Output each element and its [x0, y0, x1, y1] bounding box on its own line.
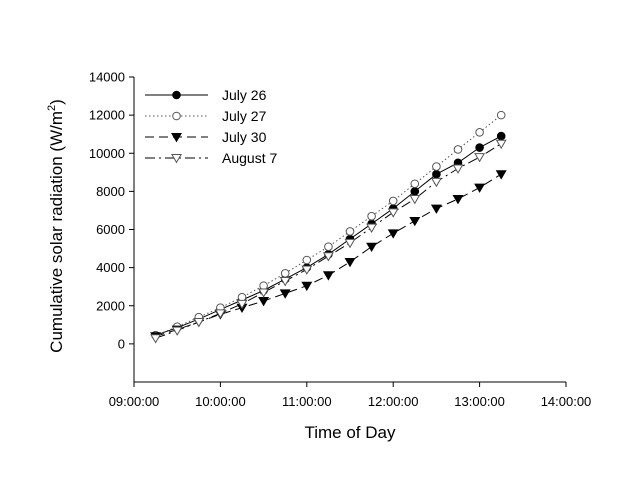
data-point [237, 292, 247, 302]
x-tick-label: 14:00:00 [541, 394, 592, 409]
data-point [344, 238, 356, 249]
data-point [496, 131, 506, 141]
data-point [171, 326, 183, 336]
data-point [410, 179, 420, 189]
legend-marker [171, 154, 182, 164]
data-point [214, 309, 226, 319]
data-point [496, 110, 506, 120]
data-point [345, 227, 355, 236]
legend-item: August 7 [145, 150, 277, 166]
data-point [495, 170, 507, 180]
y-tick-label: 6000 [96, 222, 125, 237]
series-line [155, 135, 502, 336]
data-point [430, 204, 442, 214]
data-point [236, 299, 248, 310]
x-ticks: 09:00:00 10:00:00 11:00:00 12:00:00 13:00:00… [109, 382, 592, 409]
data-point [495, 139, 507, 150]
legend-label: July 30 [222, 129, 267, 145]
data-point [387, 229, 399, 239]
y-ticks: 0 2000 4000 6000 8000 10000 12000 14000 [89, 70, 134, 351]
data-point [366, 223, 378, 233]
legend-label: July 26 [222, 87, 267, 103]
data-point [279, 289, 291, 299]
x-tick-label: 09:00:00 [109, 394, 160, 409]
y-tick-label: 2000 [96, 298, 125, 313]
legend-item: July 26 [145, 87, 267, 103]
y-tick-label: 0 [118, 336, 125, 351]
data-point [452, 195, 464, 205]
legend-marker [172, 111, 181, 121]
data-point [193, 318, 205, 328]
legend-item: July 27 [145, 108, 267, 124]
y-axis-title-main: Cumulative solar radiation (W/m [47, 111, 66, 353]
data-point [474, 153, 486, 163]
x-tick-label: 13:00:00 [454, 394, 505, 409]
data-point [432, 169, 441, 179]
series-august-7 [150, 139, 507, 344]
y-tick-label: 12000 [89, 108, 125, 123]
data-point [474, 183, 486, 193]
data-point [409, 216, 421, 227]
data-point [366, 242, 378, 253]
series-july-27 [151, 110, 506, 340]
y-axis-title-close: ) [47, 99, 66, 105]
y-tick-label: 4000 [96, 260, 125, 275]
data-point [410, 187, 420, 196]
data-point [322, 252, 334, 262]
y-axis-title: Cumulative solar radiation (W/m2) [46, 99, 66, 353]
data-point [301, 281, 313, 292]
y-axis-title-superscript: 2 [46, 105, 58, 111]
series-layer [150, 110, 507, 344]
data-point [279, 277, 291, 287]
data-point [475, 127, 484, 137]
data-point [301, 265, 313, 275]
data-point [280, 269, 290, 278]
series-line [155, 143, 502, 339]
data-point [388, 196, 398, 206]
data-point [259, 281, 268, 291]
data-point [432, 162, 441, 171]
data-point [452, 164, 464, 174]
data-point [475, 143, 484, 152]
data-point [322, 271, 334, 281]
x-tick-label: 10:00:00 [195, 394, 246, 409]
y-tick-label: 8000 [96, 184, 125, 199]
legend-marker [172, 90, 181, 100]
x-tick-label: 12:00:00 [368, 394, 419, 409]
y-tick-label: 10000 [89, 146, 125, 161]
series-july-26 [151, 131, 506, 340]
data-point [344, 257, 356, 268]
data-point [150, 334, 162, 344]
data-point [367, 211, 376, 221]
data-point [387, 208, 399, 218]
legend-marker [171, 133, 182, 143]
data-point [430, 177, 442, 188]
legend-label: August 7 [222, 150, 277, 166]
x-axis-title: Time of Day [304, 423, 396, 442]
data-point [453, 145, 463, 154]
data-point [409, 195, 421, 205]
data-point [258, 288, 270, 298]
data-point [258, 297, 270, 307]
legend-label: July 27 [222, 108, 267, 124]
data-point [324, 242, 333, 251]
legend: July 26 July 27 July 30 August 7 [145, 87, 277, 166]
series-line [155, 114, 502, 336]
data-point [302, 255, 312, 265]
y-tick-label: 14000 [89, 70, 125, 85]
legend-item: July 30 [145, 129, 267, 145]
x-tick-label: 11:00:00 [282, 394, 332, 409]
